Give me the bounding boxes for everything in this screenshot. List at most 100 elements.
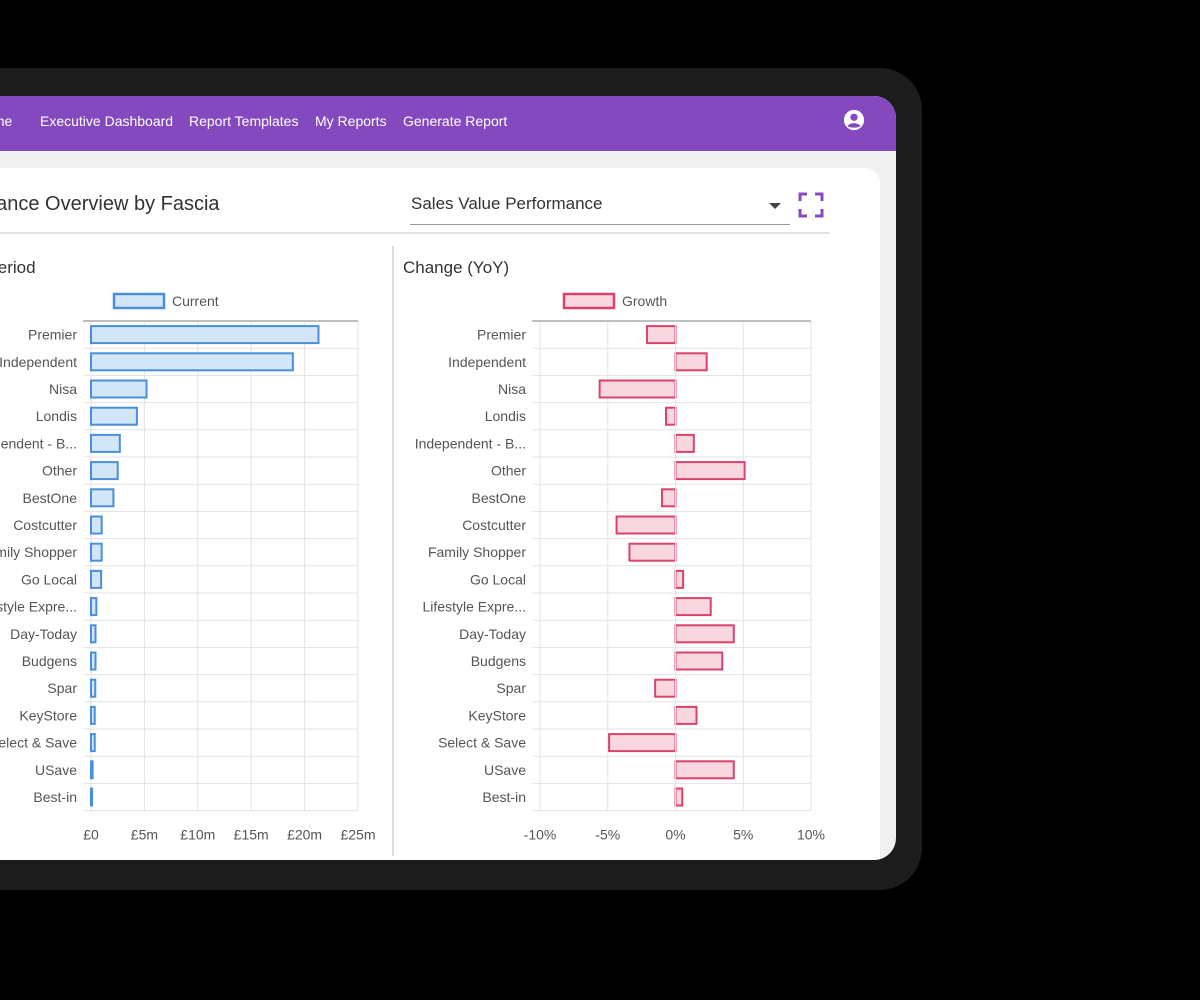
current-bar bbox=[90, 787, 94, 807]
caret-down-icon bbox=[769, 203, 781, 209]
current-category-label: Family Shopper bbox=[0, 544, 77, 560]
fullscreen-icon[interactable] bbox=[798, 192, 824, 218]
current-category-label: BestOne bbox=[23, 490, 78, 506]
growth-category-label: Go Local bbox=[470, 571, 526, 587]
growth-bar bbox=[674, 624, 735, 644]
growth-bar bbox=[674, 760, 735, 780]
growth-category-label: Other bbox=[491, 463, 526, 479]
performance-card: Performance Overview by Fascia Sales Val… bbox=[0, 168, 880, 860]
current-category-label: Lifestyle Expre... bbox=[0, 599, 77, 615]
current-legend-swatch bbox=[112, 292, 166, 310]
current-category-label: Independent - B... bbox=[0, 435, 77, 451]
growth-bar bbox=[674, 705, 698, 725]
current-bar bbox=[90, 569, 103, 589]
current-category-label: Go Local bbox=[21, 571, 77, 587]
nav-generate-report[interactable]: Generate Report bbox=[403, 113, 508, 129]
growth-bar bbox=[665, 406, 677, 426]
current-x-tick-label: £0 bbox=[83, 827, 99, 843]
current-bar bbox=[90, 379, 148, 399]
current-period-chart: £0 £5m £10m £15m £20m £25m Premier Independent N… bbox=[0, 292, 376, 843]
growth-category-label: Nisa bbox=[498, 381, 526, 397]
current-period-title: Current Period bbox=[0, 258, 36, 277]
current-category-label: Londis bbox=[36, 408, 77, 424]
growth-bar bbox=[628, 542, 677, 562]
growth-bar bbox=[674, 569, 685, 589]
current-category-label: Day-Today bbox=[10, 626, 77, 642]
current-category-label: Premier bbox=[28, 327, 77, 343]
growth-x-tick-label: 5% bbox=[733, 827, 753, 843]
growth-category-label: Independent - B... bbox=[415, 435, 526, 451]
current-category-label: Costcutter bbox=[13, 517, 77, 533]
change-yoy-chart: -10% -5% 0% 5% 10% Premier Independent Nisa Lond… bbox=[415, 292, 825, 843]
current-bar bbox=[90, 678, 97, 698]
growth-category-label: Best-in bbox=[482, 789, 526, 805]
growth-category-label: Day-Today bbox=[459, 626, 526, 642]
growth-category-label: Costcutter bbox=[462, 517, 526, 533]
current-bar bbox=[90, 488, 115, 508]
nav-executive-dashboard[interactable]: Executive Dashboard bbox=[40, 113, 174, 129]
growth-bar bbox=[608, 733, 677, 753]
current-x-tick-label: £15m bbox=[234, 827, 269, 843]
growth-category-label: Budgens bbox=[471, 653, 526, 669]
current-bar bbox=[90, 705, 96, 725]
growth-bar bbox=[615, 515, 677, 535]
current-legend-label: Current bbox=[172, 293, 219, 309]
current-bar bbox=[90, 651, 97, 671]
growth-x-tick-label: -10% bbox=[524, 827, 557, 843]
top-navbar: Home Executive Dashboard Report Template… bbox=[0, 96, 896, 151]
growth-bar bbox=[674, 651, 724, 671]
card-title: Performance Overview by Fascia bbox=[0, 193, 220, 215]
current-x-tick-label: £20m bbox=[287, 827, 322, 843]
growth-x-tick-label: 0% bbox=[665, 827, 685, 843]
growth-category-label: Premier bbox=[477, 327, 526, 343]
current-bar bbox=[90, 325, 320, 345]
growth-category-label: USave bbox=[484, 762, 526, 778]
growth-x-tick-label: -5% bbox=[595, 827, 620, 843]
nav-home[interactable]: Home bbox=[0, 113, 13, 129]
growth-bar bbox=[674, 597, 712, 617]
current-x-tick-label: £10m bbox=[180, 827, 215, 843]
current-category-label: Independent bbox=[0, 354, 77, 370]
growth-legend-swatch bbox=[562, 292, 616, 310]
current-category-label: KeyStore bbox=[19, 707, 77, 723]
growth-x-tick-label: 10% bbox=[797, 827, 825, 843]
current-bar bbox=[90, 515, 103, 535]
growth-category-label: Lifestyle Expre... bbox=[423, 599, 527, 615]
current-bar bbox=[90, 542, 103, 562]
growth-bar bbox=[660, 488, 677, 508]
current-category-label: Other bbox=[42, 463, 77, 479]
growth-category-label: Family Shopper bbox=[428, 544, 526, 560]
account-circle-icon[interactable] bbox=[843, 109, 865, 131]
growth-legend-label: Growth bbox=[622, 293, 667, 309]
growth-category-label: Londis bbox=[485, 408, 526, 424]
app-screen: Home Executive Dashboard Report Template… bbox=[0, 96, 896, 860]
current-category-label: Spar bbox=[47, 680, 77, 696]
growth-category-label: Independent bbox=[448, 354, 526, 370]
growth-bar bbox=[674, 787, 684, 807]
growth-category-label: Select & Save bbox=[438, 735, 526, 751]
header-divider bbox=[0, 232, 830, 234]
growth-bar bbox=[674, 461, 746, 481]
current-bar bbox=[90, 733, 96, 753]
growth-bar bbox=[598, 379, 677, 399]
change-yoy-title: Change (YoY) bbox=[403, 258, 510, 277]
current-category-label: USave bbox=[35, 762, 77, 778]
nav-report-templates[interactable]: Report Templates bbox=[189, 113, 299, 129]
current-category-label: Best-in bbox=[33, 789, 77, 805]
current-bar bbox=[90, 597, 98, 617]
current-x-tick-label: £5m bbox=[131, 827, 158, 843]
current-bar bbox=[90, 461, 119, 481]
metric-select-value: Sales Value Performance bbox=[411, 194, 603, 213]
growth-category-label: BestOne bbox=[472, 490, 527, 506]
metric-select[interactable]: Sales Value Performance bbox=[410, 186, 790, 225]
current-bar bbox=[90, 433, 121, 453]
growth-bar bbox=[646, 325, 677, 345]
current-bar bbox=[90, 760, 94, 780]
nav-my-reports[interactable]: My Reports bbox=[315, 113, 387, 129]
growth-bar bbox=[674, 352, 708, 372]
current-bar bbox=[90, 406, 138, 426]
growth-bar bbox=[674, 433, 695, 453]
current-bar bbox=[90, 624, 97, 644]
panel-divider bbox=[392, 246, 394, 856]
growth-bar bbox=[654, 678, 677, 698]
